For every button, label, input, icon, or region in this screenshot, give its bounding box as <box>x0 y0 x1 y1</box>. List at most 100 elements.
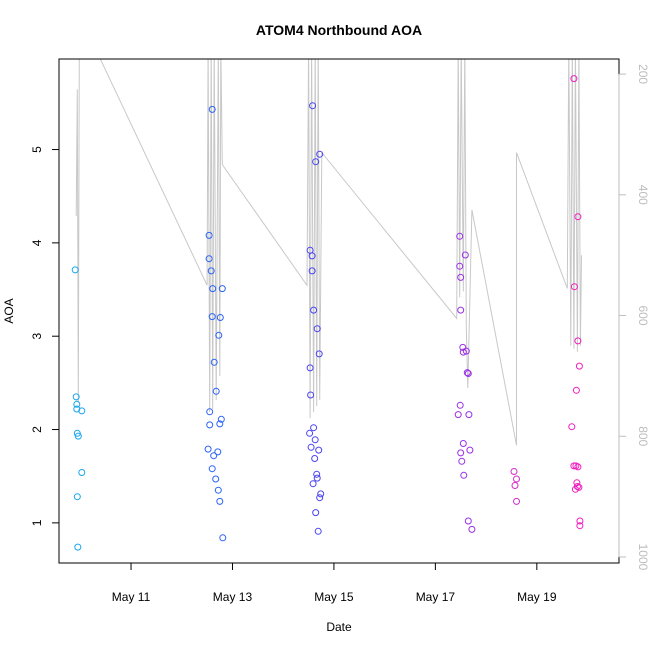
data-point <box>71 266 79 274</box>
data-point <box>313 474 321 482</box>
data-point <box>310 424 318 432</box>
data-point <box>214 448 222 456</box>
data-point <box>212 475 220 483</box>
x-tick-label: May 13 <box>213 590 253 604</box>
data-point <box>217 415 225 423</box>
y-axis: 1 2 3 4 5 <box>30 146 60 526</box>
data-point <box>310 306 318 314</box>
data-point <box>576 522 584 530</box>
data-point <box>207 267 215 275</box>
data-point <box>208 465 216 473</box>
data-point <box>468 525 476 533</box>
y-tick-label: 3 <box>30 333 44 340</box>
data-point <box>206 421 214 429</box>
x-tick-label: May 17 <box>416 590 456 604</box>
y-tick-label: 4 <box>30 239 44 246</box>
data-point <box>458 457 466 465</box>
data-point <box>456 232 464 240</box>
x-tick-label: May 19 <box>517 590 557 604</box>
data-point <box>74 432 82 440</box>
data-point <box>466 446 474 454</box>
data-point <box>457 273 465 281</box>
data-point <box>571 485 579 493</box>
x-tick-label: May 15 <box>314 590 354 604</box>
y-axis-label: AOA <box>2 298 16 323</box>
data-point <box>459 343 467 351</box>
data-point <box>307 391 315 399</box>
data-point <box>457 306 465 314</box>
points-layer <box>71 75 584 551</box>
data-point <box>210 452 218 460</box>
data-point <box>464 517 472 525</box>
x-axis-label: Date <box>326 620 352 634</box>
data-point <box>309 480 317 488</box>
data-point <box>314 527 322 535</box>
data-point <box>309 102 317 110</box>
data-point <box>212 387 220 395</box>
data-point <box>513 497 520 505</box>
x-tick-label: May 11 <box>112 590 151 604</box>
chart-title: ATOM4 Northbound AOA <box>256 22 422 38</box>
data-point <box>461 251 469 259</box>
secondary-y-axis: 200 400 600 800 1000 <box>618 64 650 571</box>
secondary-series-line <box>75 59 582 446</box>
data-point <box>463 369 471 377</box>
data-point <box>215 331 223 339</box>
data-point <box>73 400 81 408</box>
data-point <box>574 213 582 221</box>
data-point <box>72 393 80 401</box>
data-point <box>460 471 468 479</box>
data-point <box>313 325 321 333</box>
data-point <box>575 362 583 370</box>
data-point <box>572 386 580 394</box>
data-point <box>316 494 324 502</box>
data-point <box>570 75 578 83</box>
data-point <box>568 423 576 431</box>
data-point <box>205 231 213 239</box>
data-point <box>208 105 216 113</box>
data-point <box>209 285 217 293</box>
data-point <box>510 468 518 475</box>
data-point <box>456 401 464 409</box>
secondary-y-tick-label: 200 <box>636 64 650 84</box>
data-point <box>464 370 472 377</box>
y-tick-label: 5 <box>30 146 44 153</box>
data-point <box>307 443 315 451</box>
data-point <box>459 348 467 356</box>
plot-frame <box>58 58 620 564</box>
data-point <box>511 482 519 489</box>
data-point <box>306 429 314 437</box>
data-point <box>316 150 324 158</box>
data-point <box>208 313 216 321</box>
data-point <box>570 283 578 291</box>
data-point <box>312 509 320 517</box>
data-point <box>204 445 212 453</box>
data-point <box>205 255 213 263</box>
data-point <box>74 543 82 551</box>
data-point <box>210 358 218 366</box>
secondary-line-layer <box>75 59 582 446</box>
data-point <box>308 267 316 275</box>
data-point <box>78 407 86 415</box>
data-point <box>313 470 321 478</box>
data-point <box>574 463 582 471</box>
data-point <box>219 534 227 542</box>
secondary-y-tick-label: 800 <box>636 426 650 446</box>
data-point <box>308 252 316 260</box>
y-tick-label: 1 <box>30 519 44 526</box>
data-point <box>317 490 325 498</box>
data-point <box>570 462 578 470</box>
data-point <box>73 493 81 501</box>
data-point <box>465 411 473 419</box>
data-point <box>459 440 467 447</box>
data-point <box>78 469 86 476</box>
data-point <box>306 246 314 254</box>
data-point <box>315 350 323 358</box>
secondary-y-tick-label: 400 <box>636 185 650 205</box>
data-point <box>574 337 582 345</box>
data-point <box>216 420 224 428</box>
data-point <box>311 455 319 462</box>
data-point <box>575 483 583 491</box>
secondary-y-tick-label: 1000 <box>636 544 650 571</box>
data-point <box>456 262 464 270</box>
